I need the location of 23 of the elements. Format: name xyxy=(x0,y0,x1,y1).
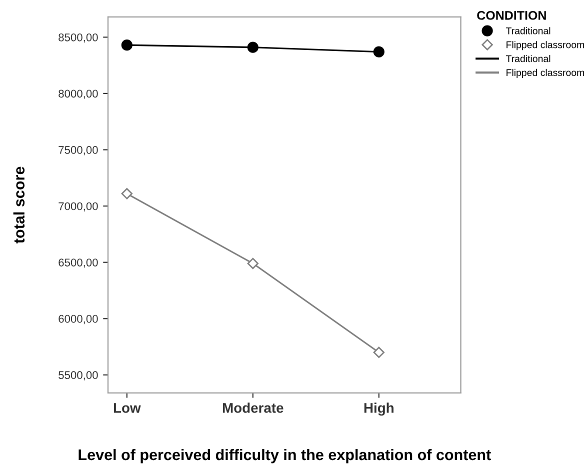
y-axis-title: total score xyxy=(13,166,25,244)
text: Traditional xyxy=(506,27,550,34)
y-tick-label: 7500,00 xyxy=(58,146,98,156)
text: Flipped classroom xyxy=(506,41,584,50)
x-tick-label: Low xyxy=(114,403,141,413)
x-axis-title: Level of perceived difficulty in the explanation of content xyxy=(78,448,491,464)
x-tick-label: High xyxy=(364,402,394,416)
y-tick-label: 6000,00 xyxy=(58,314,98,324)
legend-label: Flipped classroom xyxy=(506,68,584,78)
y-tick-label: 8500,00 xyxy=(58,33,98,43)
legend-title: CONDITION xyxy=(477,10,546,20)
point xyxy=(373,46,384,58)
x-tick-label: Moderate xyxy=(222,402,284,413)
point xyxy=(121,40,132,51)
y-tick-label: 8000,00 xyxy=(58,90,98,99)
point xyxy=(121,188,133,200)
point xyxy=(373,346,385,358)
point xyxy=(247,258,259,270)
y-tick-label: 6500,00 xyxy=(58,258,98,268)
y-tick-label: 7000,00 xyxy=(58,202,98,212)
point xyxy=(247,42,258,53)
legend-label: Traditional xyxy=(506,54,550,62)
y-tick-label: 5500,00 xyxy=(58,371,98,380)
